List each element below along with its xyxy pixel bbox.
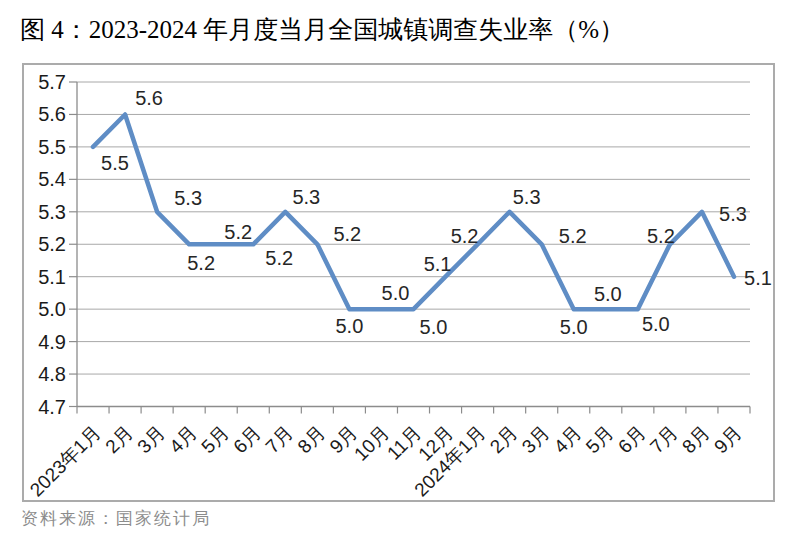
- x-tick-label: 4月: [165, 421, 201, 457]
- x-tick-label: 6月: [229, 421, 265, 457]
- data-label: 5.2: [647, 225, 675, 247]
- x-axis-labels: 2023年1月2月3月4月5月6月7月8月9月10月11月12月2024年1月2…: [26, 407, 750, 501]
- data-label: 5.0: [382, 282, 410, 304]
- chart-title: 图 4：2023-2024 年月度当月全国城镇调查失业率（%）: [20, 11, 624, 49]
- data-label: 5.2: [451, 225, 479, 247]
- y-tick-label: 5.4: [38, 168, 66, 190]
- y-tick-label: 4.7: [38, 396, 66, 418]
- chart-area: 5.7 5.6 5.5 5.4 5.3 5.2 5.1 5.0 4.9 4.8 4.7 2023年1月…: [22, 63, 775, 502]
- line-chart: 5.7 5.6 5.5 5.4 5.3 5.2 5.1 5.0 4.9 4.8 4.7 2023年1月…: [24, 65, 773, 500]
- y-tick-label: 5.0: [38, 298, 66, 320]
- x-tick-label: 11月: [383, 421, 425, 463]
- data-label: 5.5: [101, 152, 129, 174]
- data-label: 5.1: [424, 253, 452, 275]
- y-tick-label: 5.6: [38, 103, 66, 125]
- x-tick-label: 9月: [710, 421, 746, 457]
- data-label: 5.6: [135, 87, 163, 109]
- data-label: 5.3: [719, 203, 747, 225]
- x-tick-label: 2月: [101, 421, 137, 457]
- data-label: 5.2: [265, 247, 293, 269]
- y-tick-label: 5.2: [38, 233, 66, 255]
- data-label: 5.2: [333, 223, 361, 245]
- x-tick-label: 5月: [582, 421, 618, 457]
- y-tick-label: 4.9: [38, 331, 66, 353]
- x-tick-label: 10月: [350, 421, 393, 464]
- data-label: 5.2: [187, 252, 215, 274]
- x-tick-label: 7月: [646, 421, 682, 457]
- x-tick-label: 7月: [261, 421, 297, 457]
- source-note: 资料来源：国家统计局: [21, 507, 211, 530]
- x-tick-label: 8月: [678, 421, 714, 457]
- x-tick-label: 3月: [518, 421, 554, 457]
- data-label: 5.0: [335, 315, 363, 337]
- x-tick-label: 4月: [550, 421, 586, 457]
- data-label: 5.3: [174, 187, 202, 209]
- x-tick-label: 3月: [133, 421, 169, 457]
- data-label: 5.0: [420, 316, 448, 338]
- data-labels: 5.5 5.6 5.3 5.2 5.2 5.2 5.3 5.2 5.0 5.0 5.0 5.1 5.2 5…: [101, 87, 772, 338]
- data-label: 5.2: [559, 225, 587, 247]
- data-label: 5.3: [292, 186, 320, 208]
- data-label: 5.3: [513, 186, 541, 208]
- data-label: 5.0: [560, 316, 588, 338]
- data-label: 5.2: [224, 221, 252, 243]
- data-label: 5.0: [594, 283, 622, 305]
- x-tick-label: 2月: [486, 421, 522, 457]
- x-tick-label: 6月: [614, 421, 650, 457]
- y-tick-label: 5.7: [38, 71, 66, 93]
- data-label: 5.1: [744, 267, 772, 289]
- y-tick-label: 5.3: [38, 201, 66, 223]
- x-tick-label: 8月: [293, 421, 329, 457]
- y-tick-label: 4.8: [38, 363, 66, 385]
- x-tick-label: 5月: [197, 421, 233, 457]
- y-axis-labels: 5.7 5.6 5.5 5.4 5.3 5.2 5.1 5.0 4.9 4.8 4.7: [38, 71, 77, 418]
- y-tick-label: 5.5: [38, 136, 66, 158]
- y-tick-label: 5.1: [38, 266, 66, 288]
- data-label: 5.0: [642, 313, 670, 335]
- x-tick-label: 2023年1月: [26, 421, 105, 500]
